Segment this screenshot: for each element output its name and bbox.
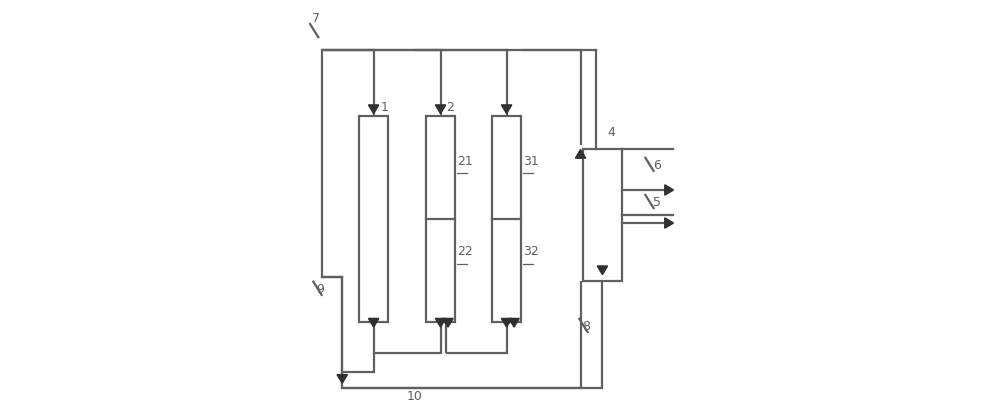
- Text: 5: 5: [653, 196, 661, 209]
- Text: 2: 2: [446, 101, 454, 114]
- Polygon shape: [368, 318, 379, 327]
- Polygon shape: [509, 318, 519, 327]
- Polygon shape: [665, 218, 673, 228]
- Text: 4: 4: [607, 126, 615, 139]
- Polygon shape: [501, 318, 512, 327]
- Polygon shape: [435, 318, 446, 327]
- Polygon shape: [501, 105, 512, 114]
- Polygon shape: [337, 375, 347, 383]
- Text: 1: 1: [380, 101, 388, 114]
- Polygon shape: [435, 105, 446, 114]
- Text: 32: 32: [523, 245, 539, 259]
- Text: 7: 7: [312, 12, 320, 25]
- Bar: [359, 116, 388, 322]
- Polygon shape: [575, 150, 586, 158]
- Bar: [492, 116, 521, 322]
- Text: 22: 22: [457, 245, 473, 259]
- Text: 21: 21: [457, 154, 473, 168]
- Bar: [426, 116, 455, 322]
- Polygon shape: [443, 318, 453, 327]
- Polygon shape: [368, 105, 379, 114]
- Polygon shape: [665, 185, 673, 195]
- Polygon shape: [597, 266, 608, 275]
- Text: 10: 10: [407, 390, 423, 403]
- Text: 8: 8: [583, 320, 591, 333]
- Bar: [583, 149, 622, 281]
- Text: 6: 6: [653, 159, 661, 172]
- Text: 9: 9: [316, 282, 324, 296]
- Text: 31: 31: [523, 154, 539, 168]
